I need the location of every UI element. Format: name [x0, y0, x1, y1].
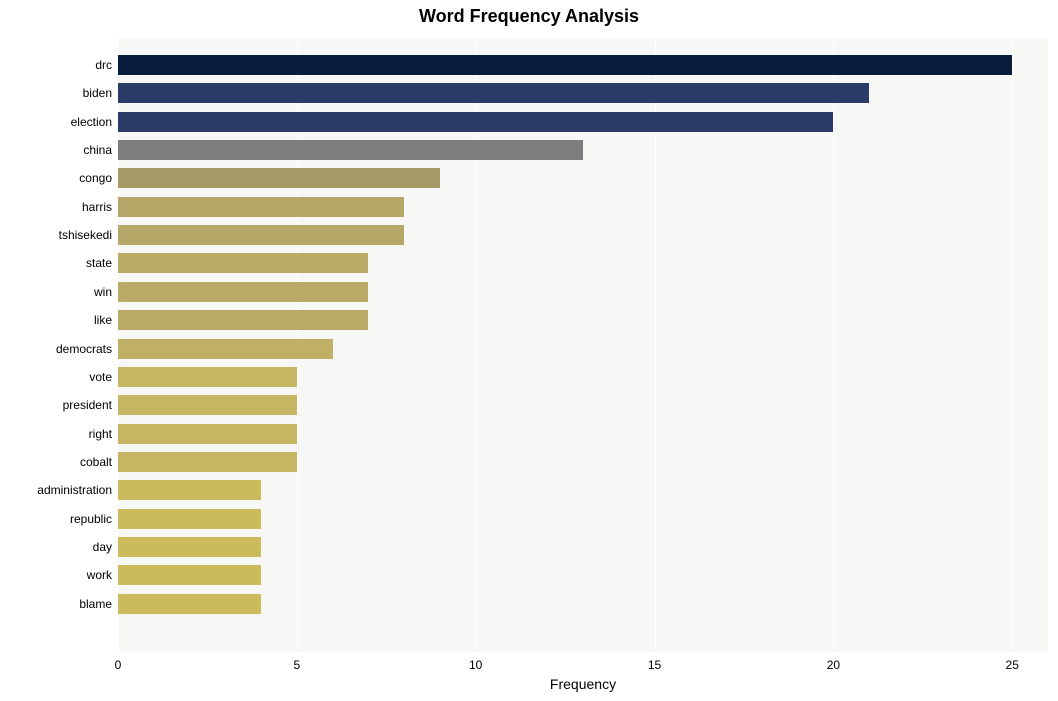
x-tick-label: 20 [827, 658, 840, 672]
y-tick-label: president [63, 398, 112, 412]
bar [118, 339, 333, 359]
y-tick-label: biden [83, 86, 112, 100]
bar [118, 480, 261, 500]
y-tick-label: vote [89, 370, 112, 384]
y-tick-label: state [86, 256, 112, 270]
y-tick-label: work [87, 568, 112, 582]
bar [118, 282, 368, 302]
x-tick-label: 15 [648, 658, 661, 672]
x-gridline [833, 38, 834, 652]
x-axis-label: Frequency [118, 676, 1048, 692]
y-tick-label: china [83, 143, 112, 157]
x-tick-label: 0 [115, 658, 122, 672]
bar [118, 424, 297, 444]
y-tick-label: right [89, 427, 112, 441]
chart-title: Word Frequency Analysis [0, 6, 1058, 27]
word-frequency-chart: Word Frequency Analysis Frequency 0 5 10 15… [0, 0, 1058, 701]
bar [118, 367, 297, 387]
y-tick-label: like [94, 313, 112, 327]
bar [118, 197, 404, 217]
bar [118, 168, 440, 188]
y-tick-label: congo [79, 171, 112, 185]
plot-area [118, 38, 1048, 652]
bar [118, 537, 261, 557]
bar [118, 594, 261, 614]
x-tick-label: 5 [294, 658, 301, 672]
y-tick-label: tshisekedi [59, 228, 112, 242]
y-tick-label: day [93, 540, 112, 554]
x-gridline [1012, 38, 1013, 652]
y-tick-label: republic [70, 512, 112, 526]
y-tick-label: drc [95, 58, 112, 72]
y-tick-label: democrats [56, 342, 112, 356]
bar [118, 140, 583, 160]
bar [118, 83, 869, 103]
bar [118, 395, 297, 415]
x-tick-label: 25 [1006, 658, 1019, 672]
bar [118, 112, 833, 132]
bar [118, 509, 261, 529]
y-tick-label: harris [82, 200, 112, 214]
bar [118, 565, 261, 585]
bar [118, 225, 404, 245]
x-tick-label: 10 [469, 658, 482, 672]
y-tick-label: blame [79, 597, 112, 611]
y-tick-label: win [94, 285, 112, 299]
bar [118, 55, 1012, 75]
y-tick-label: cobalt [80, 455, 112, 469]
bar [118, 452, 297, 472]
y-tick-label: election [71, 115, 112, 129]
bar [118, 310, 368, 330]
y-tick-label: administration [37, 483, 112, 497]
bar [118, 253, 368, 273]
